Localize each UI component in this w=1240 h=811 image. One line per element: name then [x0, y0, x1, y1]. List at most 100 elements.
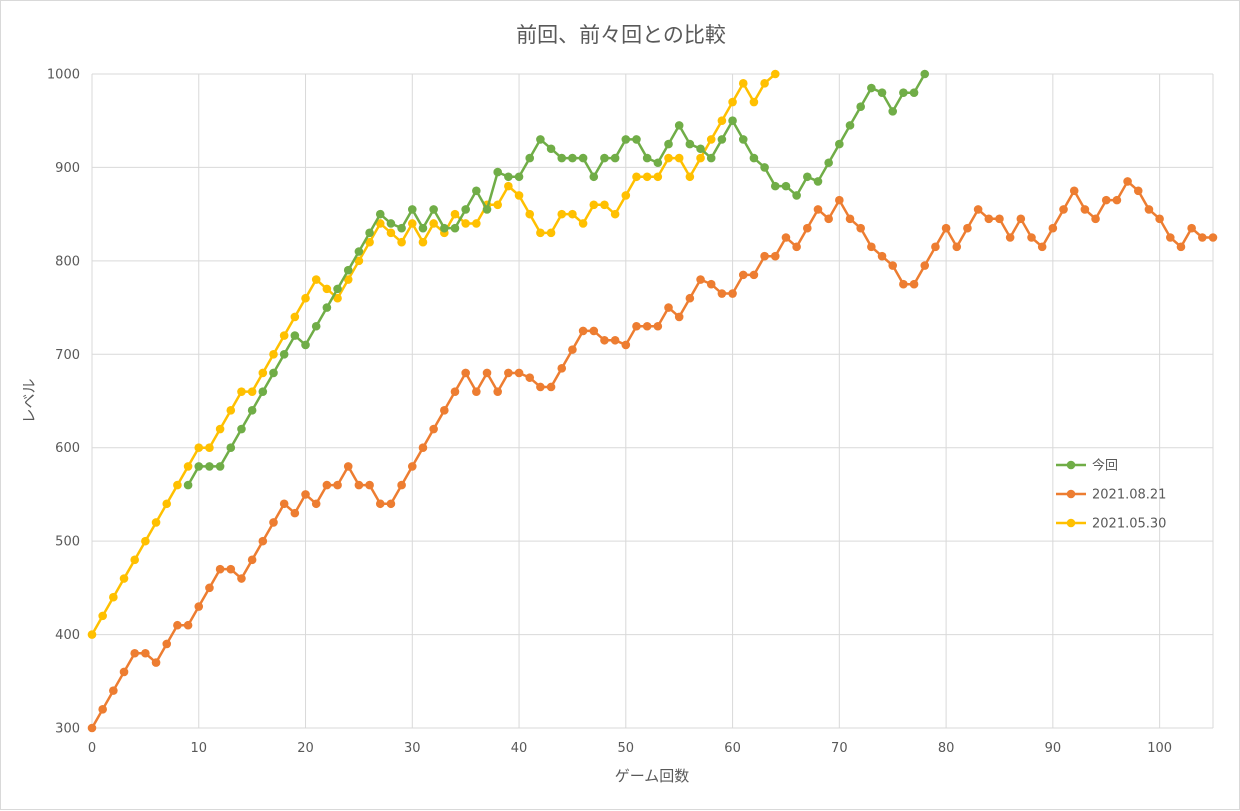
data-point	[354, 256, 364, 266]
data-point	[493, 387, 502, 396]
data-point	[920, 69, 930, 79]
data-point	[995, 214, 1004, 224]
data-point	[98, 705, 107, 714]
data-point	[397, 480, 406, 490]
series-line	[187, 73, 926, 486]
data-point	[888, 261, 898, 270]
data-point	[397, 237, 406, 247]
data-point	[546, 228, 556, 238]
data-point	[696, 144, 705, 154]
data-point	[194, 462, 204, 471]
y-tick-label: 800	[55, 254, 80, 269]
x-tick-label: 20	[297, 741, 314, 756]
data-point	[877, 251, 887, 261]
data-point	[728, 289, 737, 298]
legend-label: 今回	[1092, 458, 1118, 474]
data-point	[482, 205, 492, 214]
data-point	[899, 88, 908, 97]
data-point	[706, 153, 716, 163]
data-point	[674, 121, 684, 130]
data-point	[87, 723, 97, 733]
data-point	[482, 368, 492, 378]
y-tick-label: 600	[55, 441, 80, 456]
x-tick-label: 100	[1147, 741, 1172, 756]
data-point	[525, 153, 535, 163]
data-point	[205, 443, 214, 453]
data-point	[781, 233, 791, 242]
data-point	[973, 205, 983, 214]
data-point	[1208, 233, 1218, 242]
data-point	[514, 368, 524, 378]
data-point	[215, 564, 225, 574]
legend-item: 今回	[1056, 458, 1118, 474]
data-point	[781, 181, 791, 191]
data-point	[418, 237, 428, 247]
y-axis-title: レベル	[20, 378, 38, 423]
data-point	[279, 331, 289, 340]
legend-marker	[1066, 489, 1076, 499]
data-point	[536, 228, 545, 238]
data-point	[354, 247, 364, 256]
data-point	[653, 321, 663, 331]
data-point	[504, 172, 513, 182]
data-point	[418, 443, 428, 453]
series-group	[87, 69, 1218, 733]
data-point	[770, 251, 780, 261]
data-point	[386, 219, 396, 228]
data-point	[525, 209, 535, 219]
series-1	[183, 69, 930, 490]
data-point	[664, 303, 673, 312]
x-axis-title: ゲーム回数	[615, 767, 690, 785]
data-point	[269, 349, 278, 359]
data-point	[632, 135, 641, 144]
data-point	[1133, 186, 1143, 196]
data-point	[899, 279, 908, 289]
chart-title: 前回、前々回との比較	[516, 23, 726, 47]
data-point	[258, 536, 268, 546]
data-point	[472, 219, 481, 228]
x-tick-label: 60	[724, 741, 741, 756]
data-point	[706, 279, 716, 289]
data-point	[290, 331, 300, 340]
data-point	[311, 321, 321, 331]
y-tick-label: 500	[55, 535, 80, 550]
data-point	[226, 443, 236, 453]
data-point	[205, 462, 214, 471]
data-point	[397, 223, 406, 233]
data-point	[429, 424, 438, 434]
data-point	[813, 177, 823, 186]
data-point	[375, 209, 385, 219]
series-line	[90, 180, 1213, 729]
data-point	[365, 480, 374, 490]
data-point	[407, 205, 417, 214]
data-point	[87, 630, 97, 639]
data-point	[984, 214, 994, 224]
data-point	[247, 406, 257, 415]
data-point	[557, 153, 567, 163]
data-point	[162, 499, 172, 509]
data-point	[311, 499, 321, 509]
data-point	[717, 116, 727, 126]
data-point	[578, 153, 588, 163]
series-2	[87, 177, 1218, 733]
data-point	[578, 326, 588, 336]
data-point	[845, 121, 855, 130]
data-point	[429, 205, 438, 214]
data-point	[279, 499, 289, 509]
data-point	[600, 335, 609, 345]
data-point	[835, 195, 844, 205]
data-point	[173, 480, 182, 490]
data-point	[1037, 242, 1047, 252]
data-point	[610, 335, 620, 345]
legend-item: 2021.08.21	[1056, 488, 1166, 503]
data-point	[205, 583, 214, 593]
data-point	[290, 508, 300, 518]
data-point	[536, 382, 545, 392]
data-point	[375, 219, 385, 228]
data-point	[685, 139, 695, 149]
data-point	[674, 153, 684, 163]
data-point	[183, 462, 193, 471]
data-point	[311, 275, 321, 284]
data-point	[867, 242, 876, 252]
data-point	[824, 158, 833, 168]
